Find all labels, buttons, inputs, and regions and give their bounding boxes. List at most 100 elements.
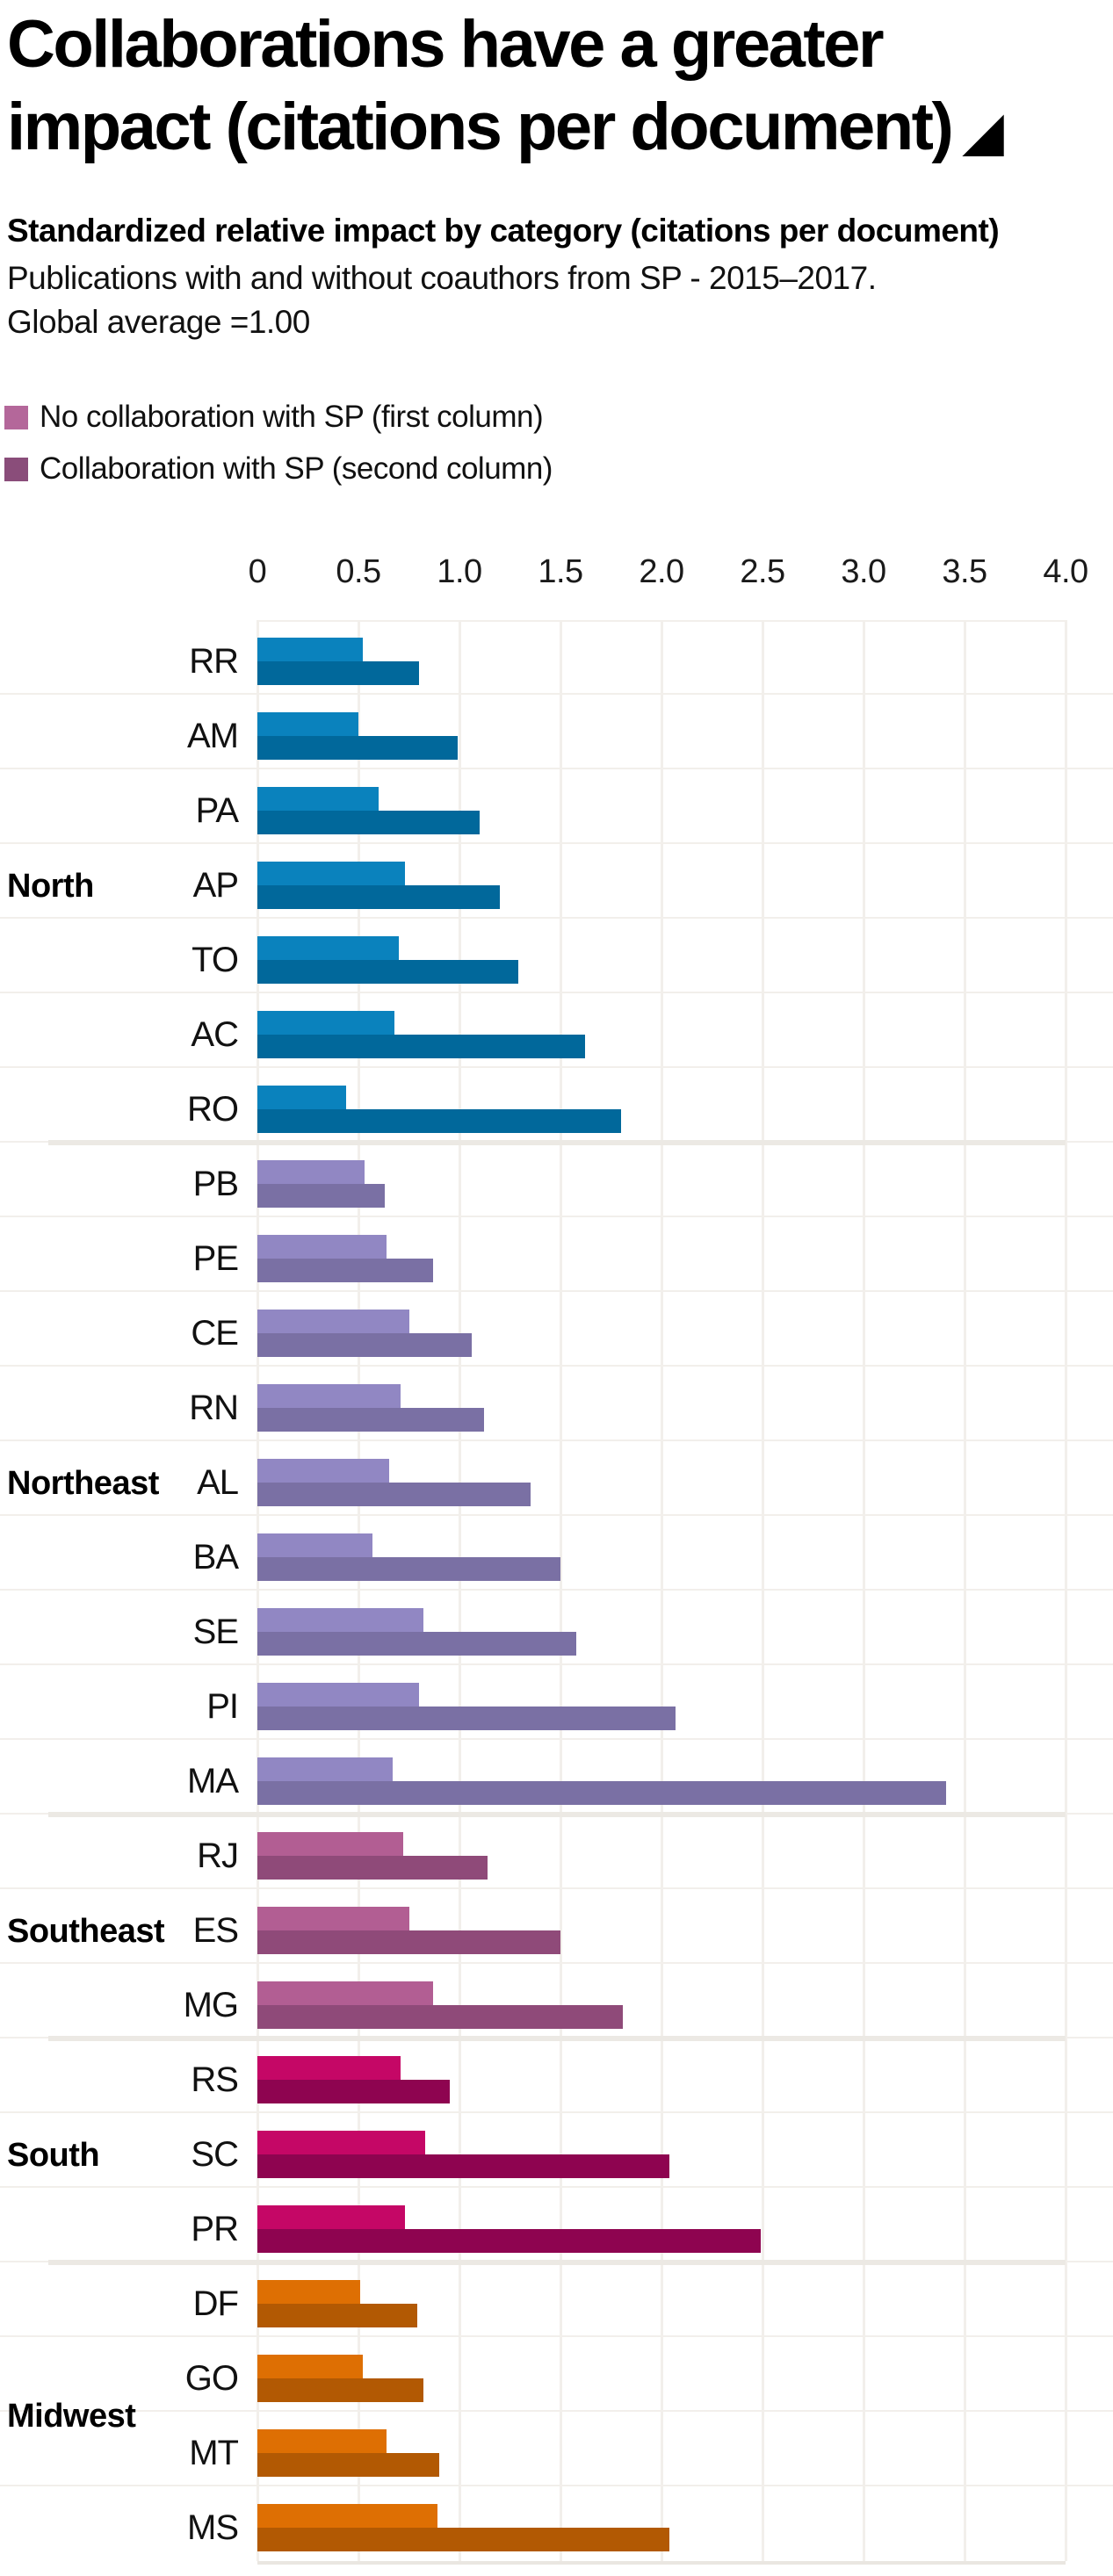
state-label-sc: SC (191, 2135, 239, 2174)
region-separator (48, 1140, 1066, 1145)
region-label-south: South (7, 2136, 100, 2174)
bar-ba-collaboration (257, 1557, 560, 1581)
state-label-ba: BA (192, 1538, 239, 1577)
legend-item-no-collaboration: No collaboration with SP (first column) (4, 400, 553, 434)
page-title: Collaborations have a greater impact (ci… (7, 4, 1003, 174)
bar-ac-no-collaboration (257, 1011, 394, 1035)
legend-label-no-collaboration: No collaboration with SP (first column) (40, 400, 544, 434)
state-row-ap (0, 844, 1113, 919)
bar-rr-no-collaboration (257, 638, 363, 661)
state-row-ce (0, 1292, 1113, 1367)
bar-ce-no-collaboration (257, 1310, 409, 1333)
x-axis-tick-label: 1.0 (437, 553, 482, 590)
bar-ma-collaboration (257, 1781, 946, 1805)
bar-mg-collaboration (257, 2005, 623, 2029)
vertical-gridline (257, 620, 259, 2561)
state-label-mt: MT (189, 2434, 239, 2472)
bar-ap-collaboration (257, 885, 500, 909)
bar-mg-no-collaboration (257, 1981, 433, 2005)
bar-ro-no-collaboration (257, 1086, 346, 1109)
state-row-rs (0, 2038, 1113, 2113)
state-label-es: ES (192, 1911, 239, 1950)
region-label-north: North (7, 867, 94, 905)
state-label-ro: RO (187, 1090, 239, 1129)
bar-rj-collaboration (257, 1856, 488, 1880)
vertical-gridline (358, 620, 360, 2561)
state-label-go: GO (184, 2359, 239, 2398)
bar-am-collaboration (257, 736, 458, 760)
bar-ma-no-collaboration (257, 1757, 393, 1781)
legend-item-collaboration: Collaboration with SP (second column) (4, 451, 553, 486)
bar-df-no-collaboration (257, 2280, 360, 2304)
bar-go-no-collaboration (257, 2355, 363, 2378)
bar-sc-no-collaboration (257, 2131, 425, 2154)
bar-to-collaboration (257, 960, 518, 984)
bar-pe-no-collaboration (257, 1235, 387, 1259)
state-label-ap: AP (192, 866, 239, 905)
bar-sc-collaboration (257, 2154, 669, 2178)
bar-al-collaboration (257, 1483, 531, 1506)
region-label-northeast: Northeast (7, 1464, 159, 1502)
state-row-am (0, 695, 1113, 769)
state-row-al (0, 1441, 1113, 1516)
state-row-se (0, 1591, 1113, 1665)
region-label-midwest: Midwest (7, 2398, 136, 2435)
region-separator (48, 1812, 1066, 1817)
bar-mt-collaboration (257, 2453, 439, 2477)
state-label-rs: RS (191, 2060, 239, 2099)
state-row-mt (0, 2412, 1113, 2486)
state-row-ac (0, 993, 1113, 1068)
state-row-es (0, 1889, 1113, 1964)
x-axis-tick-label: 1.5 (538, 553, 583, 590)
state-label-am: AM (187, 717, 239, 755)
bar-ac-collaboration (257, 1035, 585, 1058)
state-label-mg: MG (183, 1986, 239, 2024)
bar-es-no-collaboration (257, 1907, 409, 1930)
bar-se-collaboration (257, 1632, 576, 1656)
bar-pa-collaboration (257, 811, 480, 834)
chart-subtitle: Publications with and without coauthors … (7, 256, 877, 344)
bar-rj-no-collaboration (257, 1832, 403, 1856)
vertical-gridline (863, 620, 865, 2561)
bar-ro-collaboration (257, 1109, 621, 1133)
state-label-pb: PB (192, 1165, 239, 1203)
state-row-pe (0, 1217, 1113, 1292)
state-row-sc (0, 2113, 1113, 2188)
x-axis-tick-label: 0 (248, 553, 267, 590)
bar-ms-no-collaboration (257, 2504, 437, 2528)
bar-rs-collaboration (257, 2080, 450, 2103)
legend-swatch-no-collaboration-icon (4, 405, 28, 429)
title-marker-icon: ◢ (964, 104, 1003, 161)
state-label-pi: PI (206, 1687, 239, 1726)
region-separator (48, 2260, 1066, 2265)
bar-se-no-collaboration (257, 1608, 423, 1632)
bar-pr-no-collaboration (257, 2205, 405, 2229)
vertical-gridline (560, 620, 562, 2561)
state-label-ms: MS (187, 2508, 239, 2547)
x-axis-tick-label: 4.0 (1043, 553, 1088, 590)
region-separator (48, 2036, 1066, 2041)
bar-pb-collaboration (257, 1184, 385, 1208)
state-label-ma: MA (187, 1762, 239, 1800)
chart-subtitle-line2: Publications with and without coauthors … (7, 260, 877, 296)
bar-pi-collaboration (257, 1707, 676, 1730)
state-label-rj: RJ (197, 1836, 239, 1875)
vertical-gridline (762, 620, 764, 2561)
bar-df-collaboration (257, 2304, 417, 2327)
state-row-rn (0, 1367, 1113, 1441)
chart-subtitle-bold: Standardized relative impact by category… (7, 213, 1000, 249)
state-row-pi (0, 1665, 1113, 1740)
bar-ba-no-collaboration (257, 1533, 372, 1557)
vertical-gridline (1065, 620, 1067, 2561)
state-label-rr: RR (189, 642, 239, 681)
state-row-rr (0, 620, 1113, 695)
state-row-go (0, 2337, 1113, 2412)
bar-rn-no-collaboration (257, 1384, 401, 1408)
state-label-se: SE (192, 1613, 239, 1651)
state-label-pa: PA (195, 791, 239, 830)
page-title-line1: Collaborations have a greater (7, 7, 885, 82)
state-label-pr: PR (191, 2210, 239, 2248)
state-label-ac: AC (191, 1015, 239, 1054)
bar-pb-no-collaboration (257, 1160, 365, 1184)
